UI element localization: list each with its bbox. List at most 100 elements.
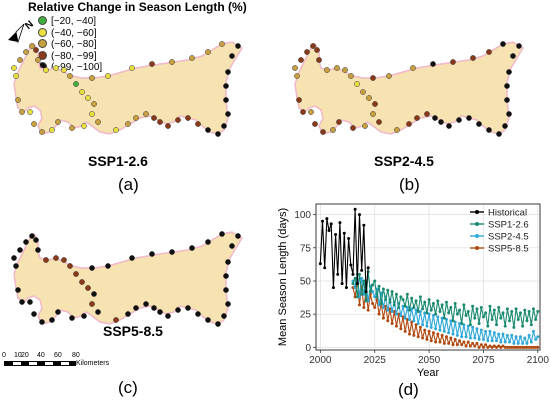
station-dot [354, 81, 360, 87]
station-dot [67, 73, 73, 79]
legend-item: [−20, −40] [38, 16, 96, 28]
scale-unit: Kilometers [76, 360, 110, 367]
series-point [366, 308, 370, 312]
station-dot [67, 263, 73, 269]
series-point [390, 321, 394, 325]
series-point [353, 207, 357, 211]
series-point [464, 344, 468, 348]
station-dot [49, 317, 55, 323]
series-point [525, 341, 529, 345]
series-point [401, 298, 405, 302]
station-dot [39, 129, 45, 135]
series-point [518, 335, 522, 339]
legend-dot [38, 16, 47, 25]
series-point [375, 295, 379, 299]
series-point [377, 284, 381, 288]
chart-legend-marker [475, 210, 479, 214]
station-dot [414, 115, 420, 121]
series-point [516, 345, 520, 349]
station-dot [502, 123, 508, 129]
series-point [381, 306, 385, 310]
series-point [427, 312, 431, 316]
series-point [499, 340, 503, 344]
station-dot [430, 61, 436, 67]
station-dot [33, 237, 39, 243]
series-point [321, 219, 325, 223]
series-point [366, 266, 370, 270]
station-dot [350, 125, 356, 131]
series-point [536, 335, 540, 339]
station-dot [298, 57, 304, 63]
series-point [362, 306, 366, 310]
station-dot [324, 67, 330, 73]
station-dot [15, 97, 21, 103]
series-point [505, 307, 509, 311]
series-point [336, 272, 340, 276]
station-dot [49, 127, 55, 133]
station-dot [157, 119, 163, 125]
series-point [351, 282, 355, 286]
series-point [418, 325, 422, 329]
series-point [531, 345, 535, 349]
series-point [490, 317, 494, 321]
series-point [447, 331, 451, 335]
y-tick-label: 0 [305, 343, 311, 354]
series-point [338, 221, 342, 225]
series-point [397, 306, 401, 310]
series-point [408, 308, 412, 312]
series-point [462, 340, 466, 344]
series-point [412, 306, 416, 310]
series-point [351, 286, 355, 290]
series-point [453, 320, 457, 324]
station-dot [19, 109, 25, 115]
series-point [429, 339, 433, 343]
station-dot [504, 97, 510, 103]
station-dot [29, 43, 35, 49]
station-dot [450, 59, 456, 65]
station-dot [79, 279, 85, 285]
station-dot [320, 129, 326, 135]
series-point [460, 343, 464, 347]
series-point [510, 333, 514, 337]
station-dot [85, 285, 91, 291]
station-dot [27, 299, 33, 305]
series-point [425, 311, 429, 315]
series-point [340, 282, 344, 286]
station-dot [105, 73, 111, 79]
series-point [523, 336, 527, 340]
station-dot [43, 67, 49, 73]
series-point [473, 336, 477, 340]
series-point [499, 345, 503, 349]
station-dot [189, 55, 195, 61]
series-point [466, 310, 470, 314]
series-point [399, 313, 403, 317]
station-dot [516, 43, 522, 49]
legend-label: (−80, −99] [51, 50, 97, 62]
series-point [458, 308, 462, 312]
series-point [505, 345, 509, 349]
series-point [453, 337, 457, 341]
series-point [323, 266, 327, 270]
station-dot [13, 73, 19, 79]
station-dot [219, 231, 225, 237]
series-point [362, 223, 366, 227]
series-point [466, 324, 470, 328]
series-point [514, 335, 518, 339]
series-point [399, 327, 403, 331]
station-dot [73, 271, 79, 277]
station-dot [334, 65, 340, 71]
series-point [503, 340, 507, 344]
series-point [355, 282, 359, 286]
series-point [486, 345, 490, 349]
series-point [521, 324, 525, 328]
scale-tick-0: 0 [2, 352, 6, 359]
series-point [360, 276, 364, 280]
series-point [497, 344, 501, 348]
station-dot [61, 67, 67, 73]
series-point [403, 316, 407, 320]
map-label-ssp585: SSP5-8.5 [103, 323, 163, 339]
series-point [427, 329, 431, 333]
series-point [521, 341, 525, 345]
series-point [371, 283, 375, 287]
series-point [373, 295, 377, 299]
